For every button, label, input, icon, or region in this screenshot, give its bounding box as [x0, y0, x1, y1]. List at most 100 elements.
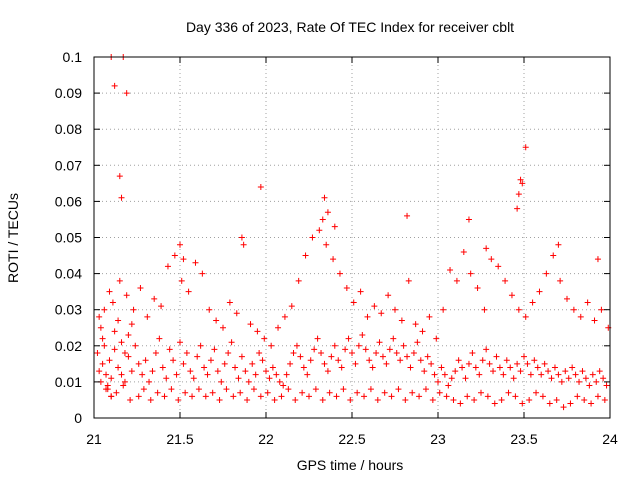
data-point	[115, 364, 122, 371]
data-point	[404, 212, 411, 219]
data-point	[209, 389, 216, 396]
data-point	[257, 393, 264, 400]
data-point	[177, 339, 183, 346]
data-point	[170, 357, 177, 364]
data-point	[376, 339, 383, 346]
data-point	[307, 357, 314, 364]
data-point	[574, 393, 581, 400]
data-point	[385, 292, 392, 299]
data-point	[108, 375, 115, 382]
data-point	[440, 306, 447, 313]
data-point	[120, 382, 127, 389]
data-point	[316, 227, 323, 234]
data-point	[190, 375, 197, 382]
data-point	[507, 364, 514, 371]
data-point	[362, 346, 369, 353]
data-point	[600, 375, 607, 382]
data-point	[163, 375, 170, 382]
data-point	[256, 350, 263, 357]
data-point	[207, 357, 214, 364]
data-point	[130, 306, 137, 313]
data-point	[195, 386, 202, 393]
data-point	[123, 90, 130, 97]
data-point	[490, 368, 497, 375]
data-point	[146, 378, 153, 385]
data-point	[123, 292, 130, 299]
data-point	[99, 335, 106, 342]
data-point	[519, 400, 526, 407]
data-point	[515, 306, 522, 313]
data-point	[508, 292, 515, 299]
data-point	[555, 241, 562, 248]
data-point	[121, 378, 128, 385]
data-point	[526, 396, 533, 403]
data-point	[271, 396, 278, 403]
data-point	[460, 248, 467, 255]
data-point	[359, 331, 366, 338]
data-point	[374, 396, 381, 403]
data-point	[588, 400, 595, 407]
data-point	[304, 371, 311, 378]
data-point	[156, 335, 163, 342]
data-point	[355, 342, 362, 349]
data-point	[412, 321, 419, 328]
y-tick-labels: 0 0.01 0.02 0.03 0.04 0.05 0.06 0.07 0.08 0.09 0.1	[55, 49, 82, 426]
data-point	[103, 371, 110, 378]
y-tick-label: 0.04	[55, 266, 82, 282]
data-point	[278, 393, 285, 400]
data-point	[115, 317, 122, 324]
data-point	[570, 306, 577, 313]
data-point	[281, 313, 288, 320]
data-point	[515, 191, 522, 198]
data-point	[175, 396, 182, 403]
y-tick-label: 0.1	[63, 49, 83, 65]
data-point	[576, 378, 583, 385]
data-point	[505, 389, 512, 396]
x-tick-label: 22	[258, 431, 274, 447]
data-point	[183, 350, 190, 357]
data-point	[562, 368, 569, 375]
data-point	[560, 404, 567, 411]
data-point	[194, 353, 201, 360]
data-point	[238, 353, 245, 360]
data-point	[550, 252, 557, 259]
data-point	[214, 368, 221, 375]
data-point	[369, 364, 376, 371]
data-point	[173, 371, 180, 378]
data-point	[493, 353, 500, 360]
data-point	[340, 386, 347, 393]
data-point	[557, 277, 564, 284]
data-point	[151, 295, 158, 302]
data-point	[538, 371, 545, 378]
data-point	[321, 194, 328, 201]
x-axis-label: GPS time / hours	[297, 457, 404, 473]
data-point	[335, 357, 342, 364]
y-tick-label: 0.06	[55, 193, 82, 209]
data-point	[269, 364, 276, 371]
data-point	[244, 396, 251, 403]
data-point	[96, 313, 103, 320]
x-tick-label: 21.5	[166, 431, 193, 447]
data-point	[187, 368, 194, 375]
data-point	[321, 360, 328, 367]
y-tick-label: 0.08	[55, 121, 82, 137]
data-point	[447, 266, 454, 273]
y-axis-label: ROTI / TECUs	[5, 193, 21, 283]
data-point	[152, 350, 159, 357]
data-point	[276, 378, 283, 385]
data-point	[564, 295, 570, 302]
data-point	[202, 393, 209, 400]
y-tick-label: 0.03	[55, 302, 82, 318]
data-point	[443, 393, 450, 400]
data-point	[106, 288, 113, 295]
data-point	[319, 216, 326, 223]
data-point	[275, 324, 282, 331]
data-point	[410, 350, 417, 357]
data-point	[367, 386, 374, 393]
data-point	[216, 396, 223, 403]
data-point	[407, 364, 414, 371]
data-point	[182, 389, 189, 396]
data-point	[534, 364, 541, 371]
data-point	[312, 386, 319, 393]
